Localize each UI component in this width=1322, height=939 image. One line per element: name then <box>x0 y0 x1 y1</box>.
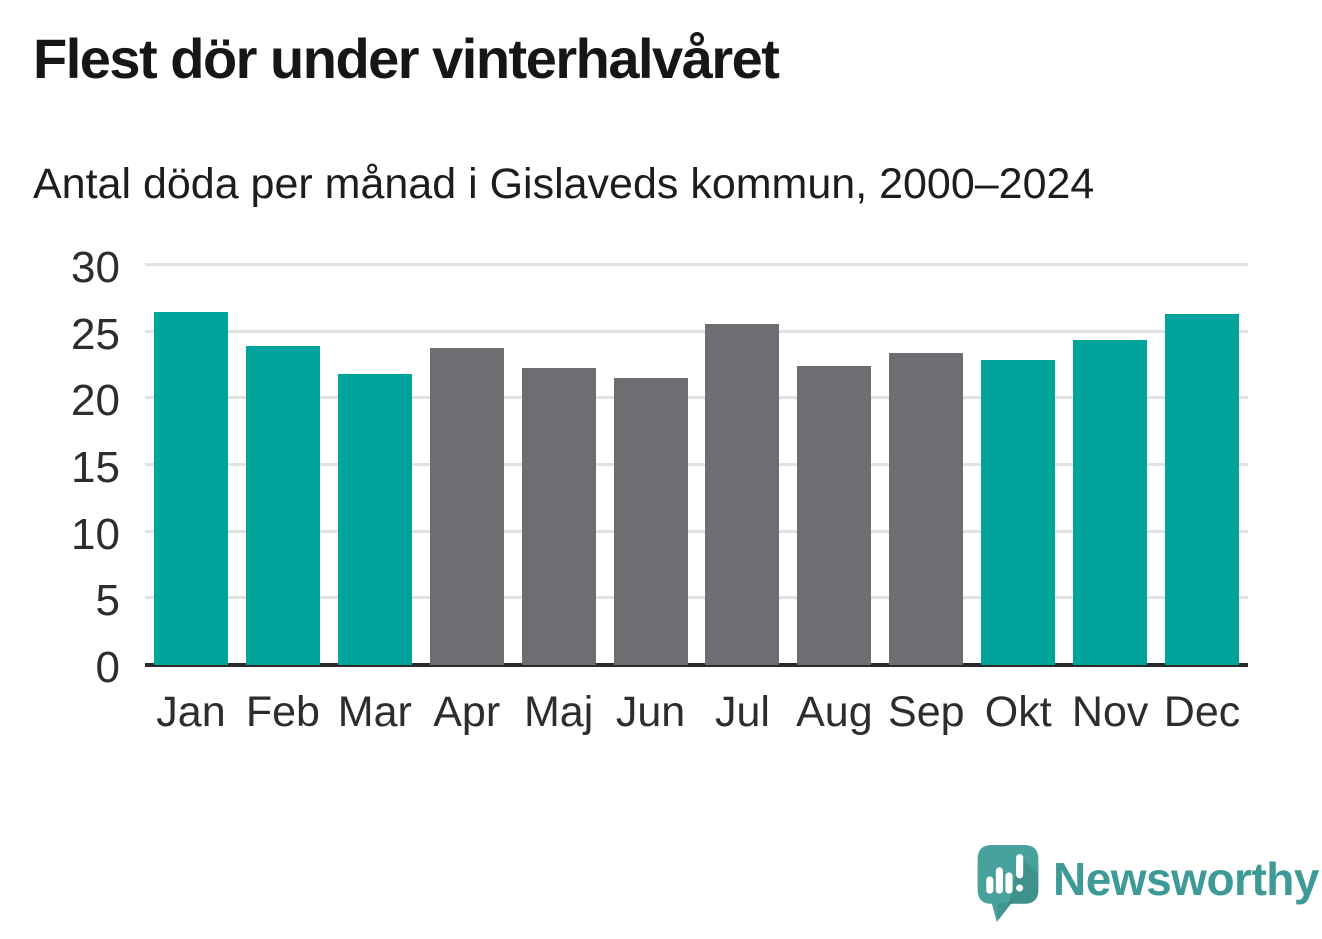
bar-maj <box>521 367 596 665</box>
bar-dec <box>1165 314 1240 665</box>
x-tick-label-jun: Jun <box>615 688 686 736</box>
y-tick-label-0: 0 <box>95 643 120 692</box>
gridline-y-10 <box>145 529 1248 533</box>
x-tick-label-sep: Sep <box>888 688 965 736</box>
x-tick-label-dec: Dec <box>1163 688 1241 736</box>
x-tick-label-nov: Nov <box>1071 688 1149 736</box>
y-tick-label-25: 25 <box>71 309 120 359</box>
newsworthy-logo-icon <box>977 845 1039 922</box>
y-tick-label-30: 30 <box>71 243 120 292</box>
chart-title: Flest dör under vinterhalvåret <box>33 27 780 90</box>
y-axis: 0 5 10 15 20 25 30 <box>18 246 120 690</box>
gridline-y-20 <box>145 396 1248 400</box>
bar-nov <box>1073 339 1148 665</box>
y-tick-label-15: 15 <box>71 443 120 492</box>
x-tick-label-mar: Mar <box>337 688 412 736</box>
bar-sep <box>889 353 964 665</box>
bar-jan <box>153 311 228 665</box>
x-tick-label-apr: Apr <box>433 688 501 736</box>
bar-jul <box>705 323 780 665</box>
x-tick-label-okt: Okt <box>984 688 1052 736</box>
chart-subtitle: Antal döda per månad i Gislaveds kommun,… <box>33 160 1095 208</box>
bar-aug <box>797 366 872 665</box>
bar-okt <box>981 359 1056 665</box>
y-tick-label-20: 20 <box>71 376 120 426</box>
y-tick-label-5: 5 <box>95 576 120 626</box>
bar-mar <box>337 374 412 665</box>
gridline-y-5 <box>145 596 1248 600</box>
gridline-y-30 <box>145 263 1248 266</box>
gridline-y-25 <box>145 329 1248 333</box>
bar-apr <box>429 347 504 665</box>
y-tick-label-10: 10 <box>71 509 120 559</box>
x-tick-label-jul: Jul <box>714 688 770 736</box>
x-axis-line <box>145 663 1248 667</box>
plot-area: Jan Feb Mar Apr Maj Jun Jul Aug Sep Okt Nov Dec <box>145 263 1248 734</box>
x-tick-label-feb: Feb <box>245 688 320 736</box>
brand-footer: Newsworthy <box>975 845 1319 923</box>
gridline-y-15 <box>145 463 1248 466</box>
bar-feb <box>245 346 320 665</box>
x-tick-label-aug: Aug <box>796 688 873 736</box>
x-tick-label-jan: Jan <box>156 688 226 736</box>
bar-jun <box>613 378 688 665</box>
brand-name: Newsworthy <box>1053 853 1319 905</box>
x-tick-label-maj: Maj <box>523 688 594 736</box>
